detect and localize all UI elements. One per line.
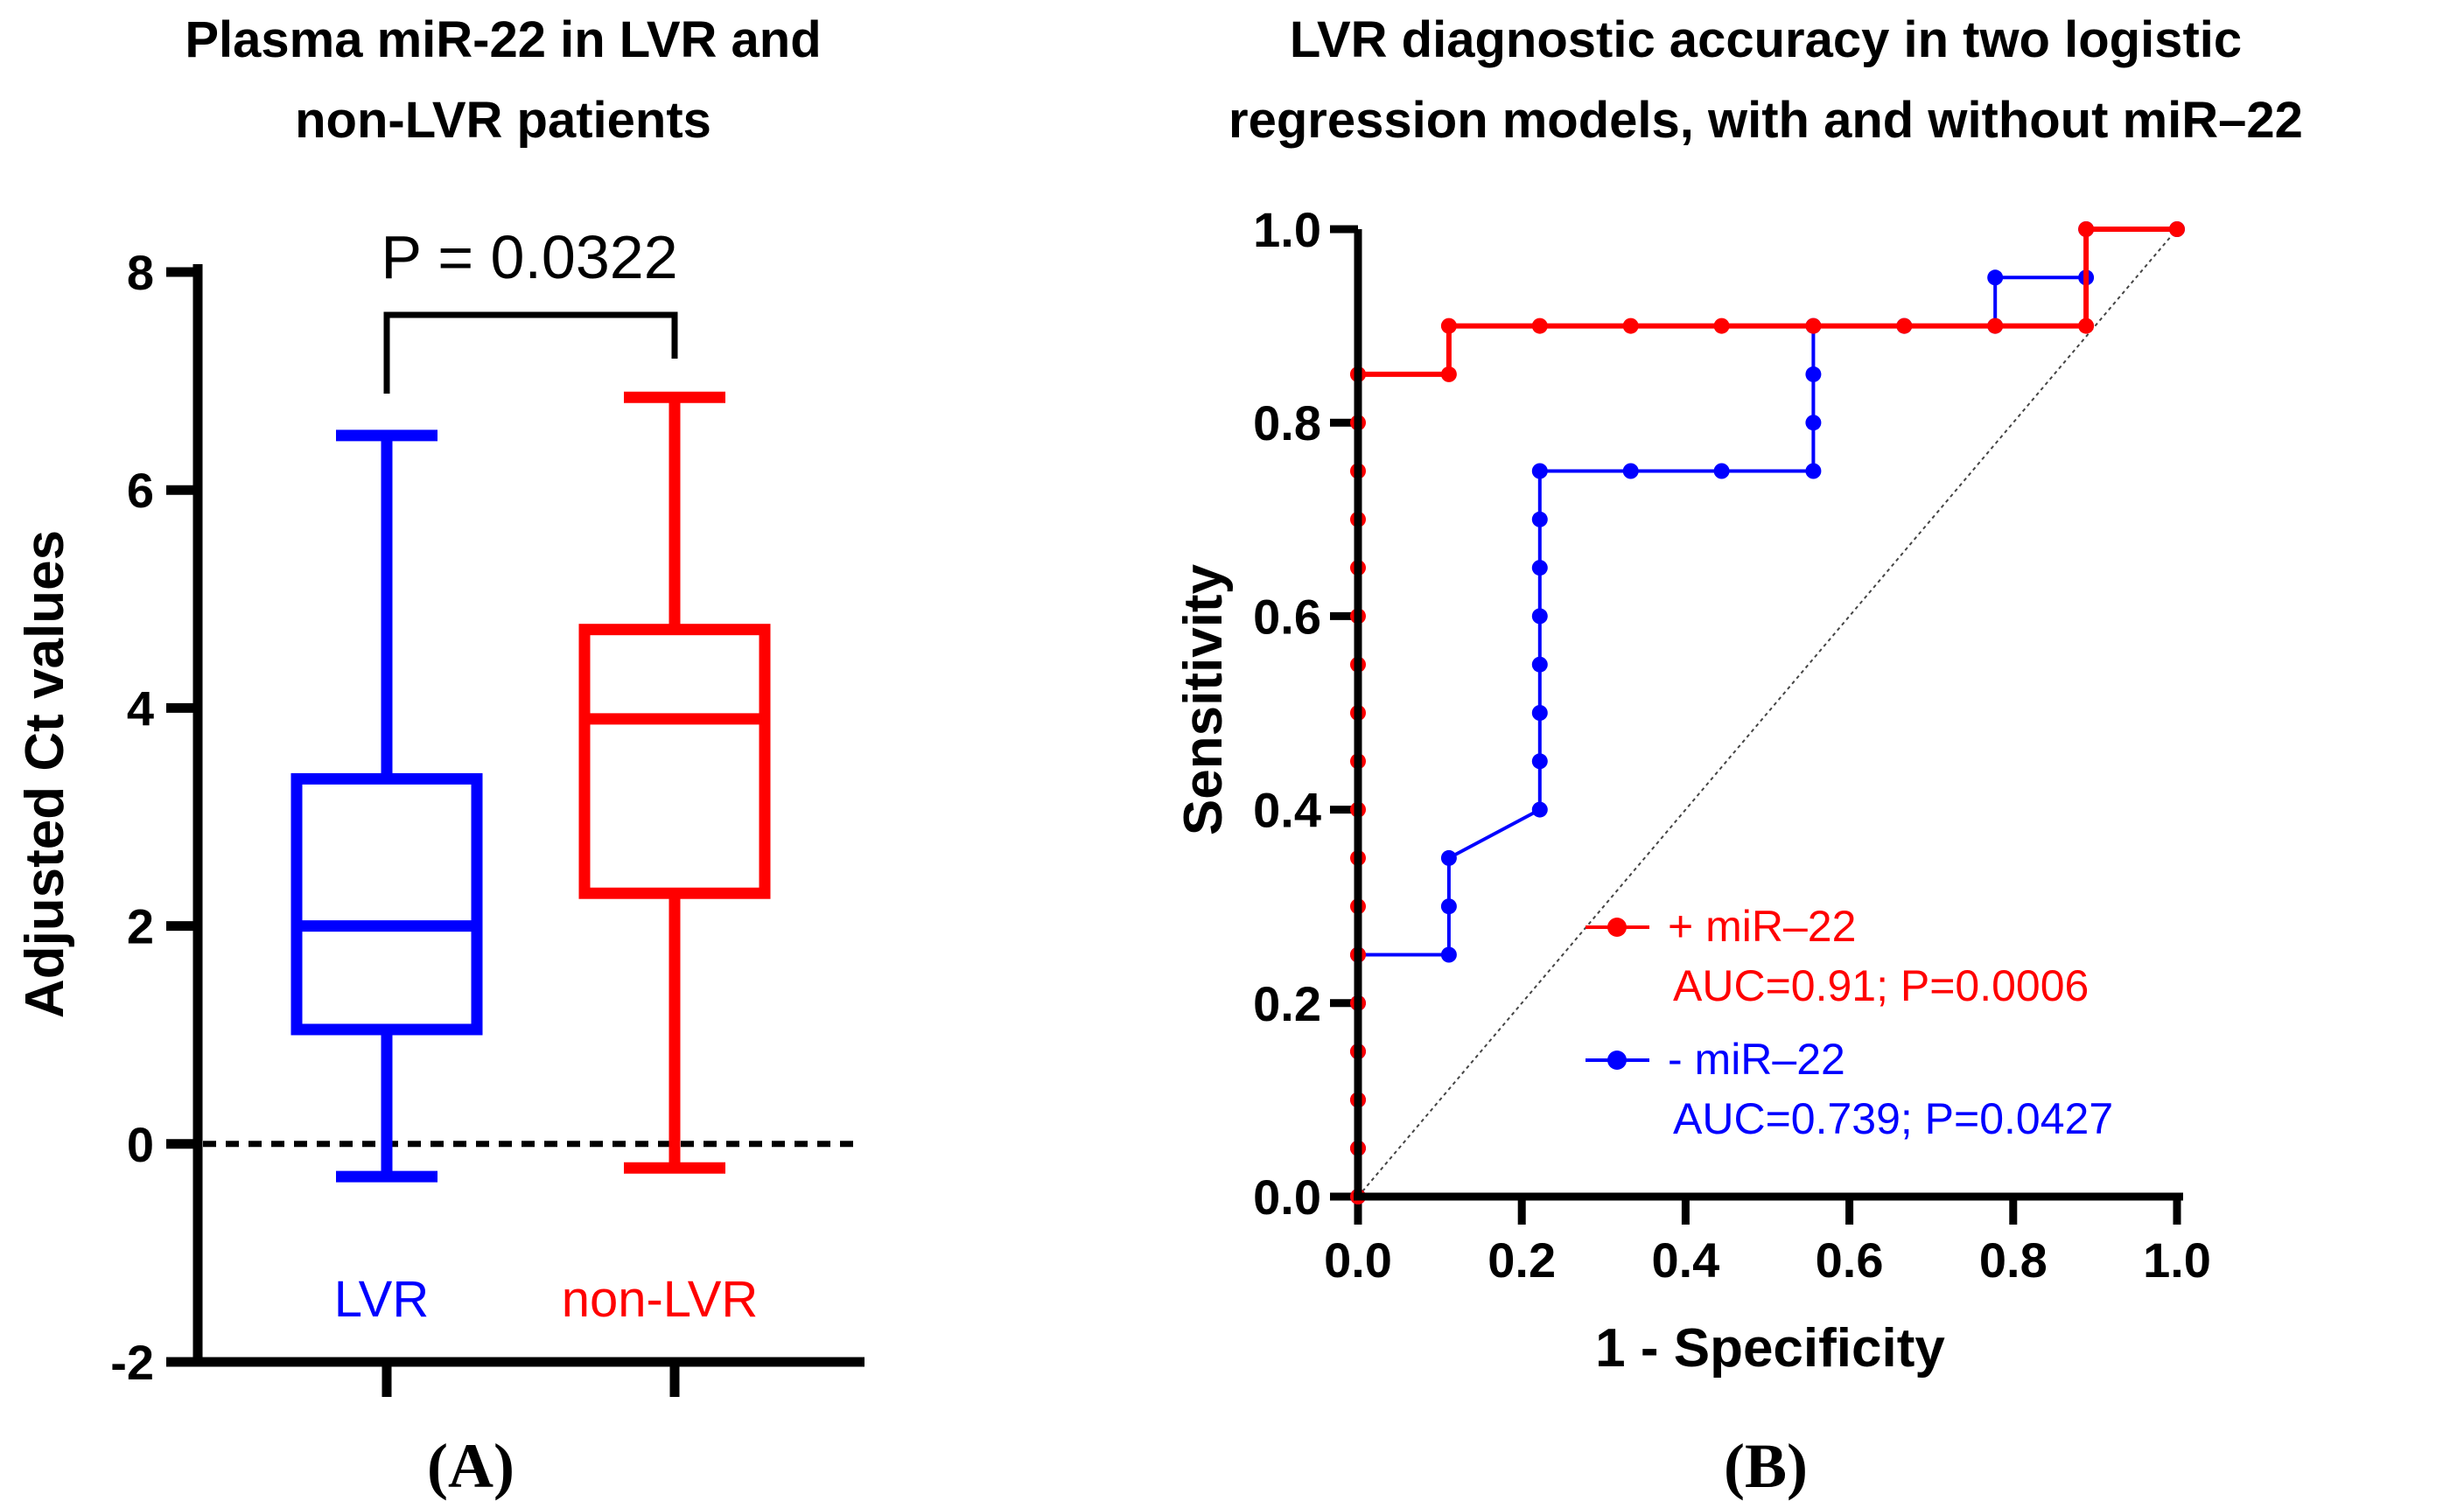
roc-point: [1987, 318, 2004, 334]
roc-point: [1987, 269, 2004, 286]
panel-a-title-line-1: Plasma miR-22 in LVR and: [185, 11, 821, 68]
legend-label-with-mir22: + miR–22: [1668, 902, 1856, 951]
roc-point: [1531, 560, 1548, 576]
roc-point: [1805, 415, 1822, 431]
roc-point: [2078, 318, 2095, 334]
roc-point: [1622, 318, 1639, 334]
panel-b-title-line-1: LVR diagnostic accuracy in two logistic: [1290, 11, 2242, 68]
roc-point: [1440, 318, 1457, 334]
panel-b: LVR diagnostic accuracy in two logistic …: [1173, 11, 2303, 1501]
legend-auc-without-mir22: AUC=0.739; P=0.0427: [1673, 1094, 2113, 1143]
y-tick-label: 6: [127, 463, 154, 518]
roc-point: [1531, 463, 1548, 479]
roc-point: [1531, 511, 1548, 527]
x-tick-label: 0.6: [1816, 1232, 1884, 1288]
roc-point: [1440, 849, 1457, 866]
panel-a-title-line-2: non-LVR patients: [295, 92, 711, 149]
y-tick-label: 1.0: [1253, 202, 1321, 257]
roc-point: [2078, 221, 2095, 237]
roc-point: [1531, 656, 1548, 673]
roc-point: [1805, 366, 1822, 382]
roc-point: [1531, 705, 1548, 721]
roc-point: [1805, 463, 1822, 479]
roc-point: [1713, 318, 1730, 334]
panel-a-y-axis-label: Adjusted Ct values: [15, 530, 75, 1018]
panel-a: Plasma miR-22 in LVR and non-LVR patient…: [15, 11, 864, 1501]
legend-marker-without-mir22: [1607, 1051, 1627, 1070]
x-tick-label: 0.4: [1651, 1232, 1719, 1288]
panel-a-y-ticks: -2 0 2 4 6 8: [110, 245, 198, 1390]
roc-point: [1440, 898, 1457, 915]
y-tick-label: 0: [127, 1117, 154, 1172]
roc-point: [1440, 366, 1457, 382]
roc-point: [1622, 463, 1639, 479]
y-tick-label: 0.2: [1253, 976, 1321, 1031]
panel-a-plot-area: [203, 391, 861, 1183]
y-tick-label: 0.8: [1253, 395, 1321, 450]
category-label-lvr: LVR: [334, 1271, 430, 1328]
panel-b-y-axis-label: Sensitivity: [1173, 563, 1234, 835]
roc-point: [1440, 946, 1457, 963]
category-label-non-lvr: non-LVR: [562, 1271, 759, 1328]
y-tick-label: 0.0: [1253, 1169, 1321, 1225]
roc-point: [1805, 318, 1822, 334]
significance-p-value: P = 0.0322: [381, 223, 677, 291]
roc-point: [1713, 463, 1730, 479]
x-tick-label: 1.0: [2143, 1232, 2211, 1288]
roc-point: [1531, 753, 1548, 770]
legend-auc-with-mir22: AUC=0.91; P=0.0006: [1673, 961, 2089, 1010]
roc-point: [1531, 318, 1548, 334]
y-tick-label: 8: [127, 245, 154, 300]
roc-point: [1896, 318, 1913, 334]
panel-b-title-line-2: regression models, with and without miR–…: [1228, 92, 2303, 149]
y-tick-label: 0.4: [1253, 783, 1321, 838]
chance-diagonal: [1357, 228, 2178, 1197]
y-tick-label: 4: [127, 681, 154, 736]
y-tick-label: 2: [127, 899, 154, 954]
roc-point: [1531, 801, 1548, 818]
x-tick-label: 0.8: [1979, 1232, 2048, 1288]
roc-point: [2169, 221, 2185, 237]
significance-bracket: [383, 311, 678, 394]
panel-a-label: (A): [427, 1431, 514, 1501]
box-lvr: [290, 429, 483, 1183]
interquartile-box: [578, 624, 771, 899]
legend-marker-with-mir22: [1607, 918, 1627, 937]
y-tick-label: 0.6: [1253, 589, 1321, 644]
box-non-lvr: [578, 391, 771, 1174]
panel-b-x-axis-label: 1 - Specificity: [1595, 1318, 1945, 1379]
panel-b-ticks: 0.0 0.2 0.4 0.6 0.8 1.0 0.0 0.2 0.4 0.6 0.8 1.0: [1253, 202, 2211, 1288]
y-tick-label: -2: [110, 1335, 154, 1390]
legend-label-without-mir22: - miR–22: [1668, 1035, 1845, 1084]
interquartile-box: [290, 772, 483, 1036]
panel-b-label: (B): [1724, 1431, 1808, 1501]
x-tick-label: 0.2: [1488, 1232, 1556, 1288]
roc-point: [1531, 608, 1548, 625]
x-tick-label: 0.0: [1324, 1232, 1392, 1288]
panel-b-legend: + miR–22 AUC=0.91; P=0.0006 - miR–22 AUC…: [1586, 902, 2113, 1143]
